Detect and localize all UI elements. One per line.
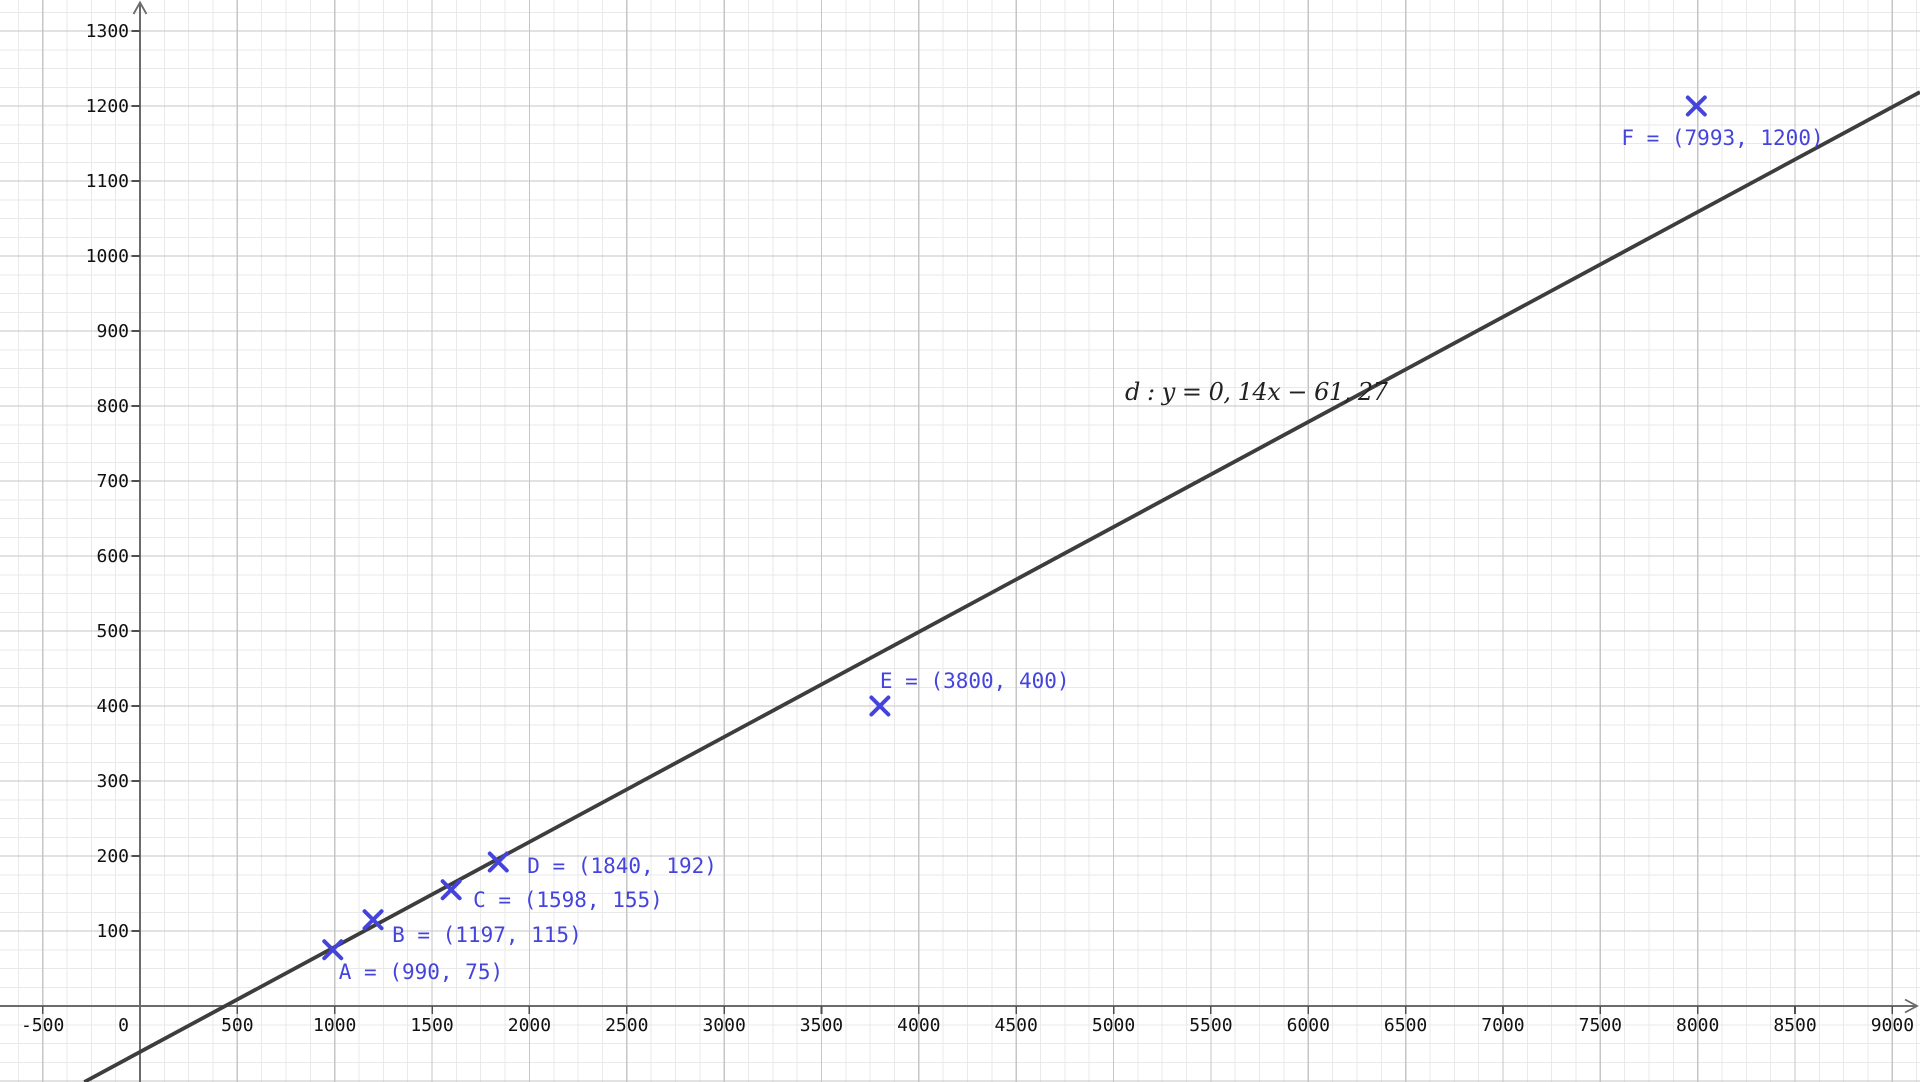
point-F-label[interactable]: F = (7993, 1200): [1621, 126, 1823, 150]
y-tick-label-1000: 1000: [86, 246, 129, 267]
point-D-marker[interactable]: [487, 851, 509, 873]
x-tick-label-9000: 9000: [1871, 1015, 1914, 1036]
point-C-label[interactable]: C = (1598, 155): [473, 888, 663, 912]
x-tick-label-2500: 2500: [605, 1015, 648, 1036]
point-C-marker[interactable]: [440, 879, 462, 901]
x-tick-label-5000: 5000: [1092, 1015, 1135, 1036]
y-tick-label-400: 400: [96, 696, 129, 717]
point-E-label[interactable]: E = (3800, 400): [880, 669, 1070, 693]
y-tick-label-800: 800: [96, 396, 129, 417]
y-tick-label-1100: 1100: [86, 171, 129, 192]
x-tick-label-1000: 1000: [313, 1015, 356, 1036]
point-E-marker[interactable]: [869, 695, 891, 717]
point-A-label[interactable]: A = (990, 75): [339, 960, 503, 984]
x-tick-label-3000: 3000: [702, 1015, 745, 1036]
x-tick-label-7500: 7500: [1579, 1015, 1622, 1036]
point-A-marker[interactable]: [322, 939, 344, 961]
x-tick-label-5500: 5500: [1189, 1015, 1232, 1036]
x-tick-label-500: 500: [221, 1015, 254, 1036]
y-tick-label-600: 600: [96, 546, 129, 567]
x-axis-arrow-icon: [1904, 998, 1919, 1014]
x-tick-label-6000: 6000: [1287, 1015, 1330, 1036]
x-tick-label-4500: 4500: [995, 1015, 1038, 1036]
x-axis-tick-labels: -500 0 500 1000 1500 2000 2500 3000 3500 4000 4500…: [21, 1015, 1914, 1036]
x-tick-label-8500: 8500: [1773, 1015, 1816, 1036]
x-tick-label-6500: 6500: [1384, 1015, 1427, 1036]
y-tick-label-100: 100: [96, 921, 129, 942]
y-tick-label-500: 500: [96, 621, 129, 642]
line-d-equation-label[interactable]: d : y = 0, 14x − 61, 27: [1125, 378, 1389, 406]
y-axis-ticks: [131, 30, 140, 932]
x-tick-label-8000: 8000: [1676, 1015, 1719, 1036]
y-axis-tick-labels: 100 200 300 400 500 600 700 800 900 1000 1100 1200 1…: [86, 21, 129, 942]
y-axis-arrow-icon: [132, 0, 148, 15]
y-tick-label-1300: 1300: [86, 21, 129, 42]
y-tick-label-700: 700: [96, 471, 129, 492]
point-D-label[interactable]: D = (1840, 192): [527, 854, 717, 878]
origin-label: 0: [118, 1015, 129, 1036]
point-F-marker[interactable]: [1685, 95, 1707, 117]
x-tick-label--500: -500: [21, 1015, 64, 1036]
point-B-label[interactable]: B = (1197, 115): [392, 923, 582, 947]
y-tick-label-200: 200: [96, 846, 129, 867]
x-tick-label-2000: 2000: [508, 1015, 551, 1036]
x-tick-label-4000: 4000: [897, 1015, 940, 1036]
x-axis-ticks: [41, 1006, 1894, 1014]
x-tick-label-3500: 3500: [800, 1015, 843, 1036]
y-tick-label-1200: 1200: [86, 96, 129, 117]
point-B-marker[interactable]: [362, 909, 384, 931]
y-tick-label-900: 900: [96, 321, 129, 342]
x-tick-label-1500: 1500: [410, 1015, 453, 1036]
x-tick-label-7000: 7000: [1481, 1015, 1524, 1036]
y-tick-label-300: 300: [96, 771, 129, 792]
line-d[interactable]: [83, 90, 1920, 1082]
